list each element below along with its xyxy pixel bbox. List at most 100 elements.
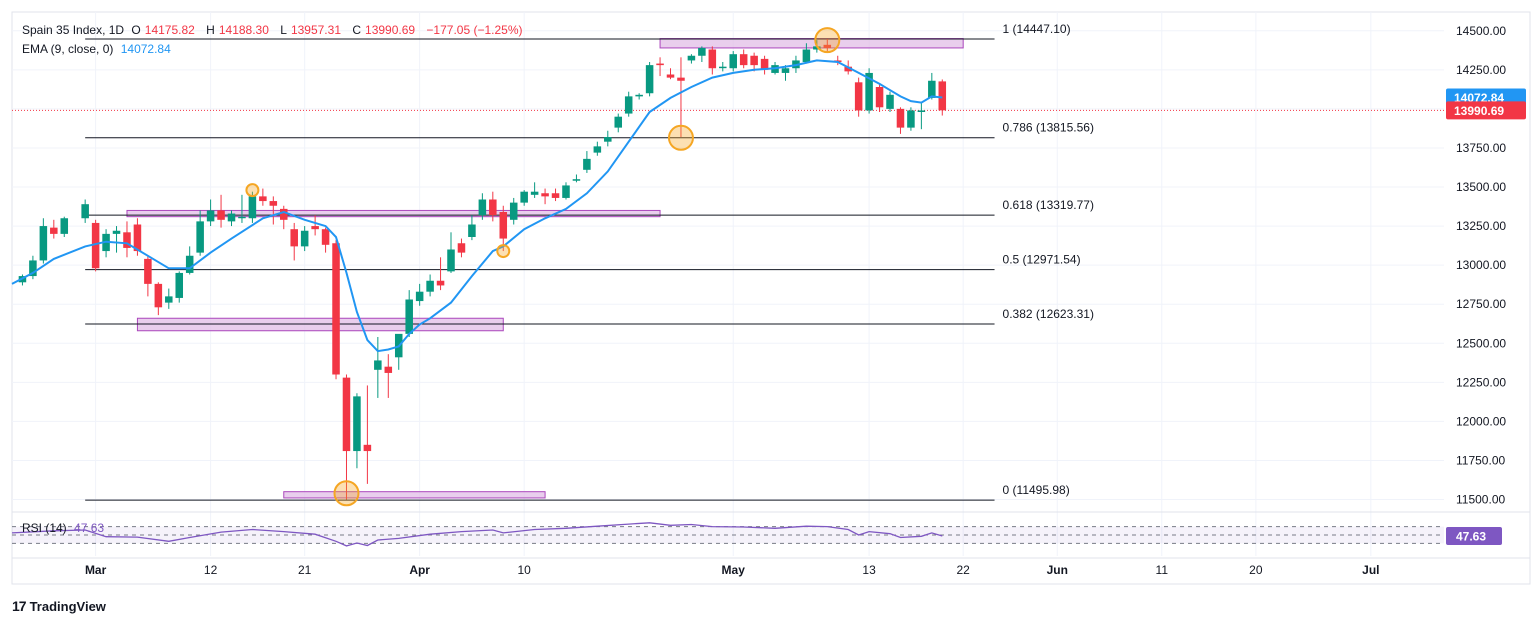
- price-axis-tick: 11500.00: [1456, 493, 1505, 507]
- candle-body: [499, 212, 508, 239]
- candle-body: [353, 396, 361, 452]
- price-axis-tick: 14250.00: [1456, 63, 1506, 77]
- chart-frame: [11, 11, 1531, 585]
- time-axis-tick: 20: [1249, 563, 1263, 577]
- fib-level-label: 0.618 (13319.77): [1003, 198, 1094, 212]
- candle-body: [415, 291, 424, 302]
- candle-body: [530, 191, 539, 195]
- time-axis-tick: 22: [957, 563, 971, 577]
- candle-body: [269, 201, 278, 206]
- candle-body: [604, 137, 612, 142]
- candle-body: [91, 222, 100, 269]
- fib-level-label: 1 (14447.10): [1003, 22, 1071, 36]
- candle-body: [384, 366, 393, 373]
- candle-body: [656, 63, 664, 66]
- time-axis-tick: Mar: [85, 563, 107, 577]
- candle-body: [509, 202, 518, 220]
- candle-body: [698, 47, 706, 56]
- candle-body: [708, 49, 717, 69]
- price-tag-label: 13990.69: [1454, 104, 1504, 118]
- ema-label: EMA (9, close, 0): [22, 42, 114, 56]
- price-axis-tick: 12500.00: [1456, 336, 1506, 350]
- candle-body: [405, 299, 413, 334]
- candle-body: [185, 255, 194, 273]
- price-tag: [1446, 101, 1526, 120]
- candle-body: [60, 218, 69, 234]
- price-axis-tick: 12000.00: [1456, 414, 1506, 428]
- candle-body: [227, 213, 236, 222]
- time-axis-tick: 10: [517, 563, 531, 577]
- ema-line: [11, 59, 943, 353]
- candle-body: [750, 55, 758, 66]
- tradingview-logo-text: TradingView: [29, 598, 106, 614]
- candle-body: [635, 94, 643, 97]
- support-resistance-zone: [659, 38, 964, 49]
- candle-body: [311, 226, 319, 230]
- candle-body: [133, 224, 142, 252]
- candle-body: [572, 179, 581, 181]
- candle-body: [886, 94, 894, 109]
- candle-body: [823, 44, 832, 48]
- candle-body: [541, 193, 549, 197]
- ohlc-high: H 14188.30: [206, 23, 269, 37]
- rsi-legend[interactable]: RSI (14) 47.63: [22, 521, 108, 535]
- support-resistance-zone: [283, 491, 546, 499]
- candle-body: [687, 55, 696, 61]
- price-axis-tick: 13250.00: [1456, 219, 1506, 233]
- time-axis-tick: 21: [298, 563, 312, 577]
- candle-body: [520, 191, 528, 203]
- candle-body: [300, 230, 309, 247]
- candle-body: [468, 224, 476, 237]
- candle-body: [206, 210, 215, 222]
- candle-body: [29, 260, 37, 277]
- tradingview-logo[interactable]: 17 TradingView: [12, 598, 106, 614]
- rsi-value-tag: [1446, 526, 1502, 545]
- candle-body: [112, 230, 121, 234]
- candle-body: [729, 54, 737, 69]
- rsi-value: 47.63: [74, 521, 105, 535]
- price-axis-tick: 12750.00: [1456, 297, 1506, 311]
- rsi-label: RSI (14): [22, 521, 67, 535]
- candle-body: [478, 199, 487, 216]
- candle-body: [813, 46, 821, 50]
- candle-body: [938, 81, 947, 111]
- highlight-marker: [667, 124, 694, 151]
- candle-body: [645, 65, 654, 94]
- candle-body: [844, 66, 852, 72]
- time-axis-tick: 12: [204, 563, 218, 577]
- candle-body: [781, 68, 790, 73]
- price-axis-tick: 11750.00: [1456, 453, 1505, 467]
- ohlc-open: O 14175.82: [131, 23, 195, 37]
- ohlc-low: L 13957.31: [280, 23, 341, 37]
- price-axis-tick: 13000.00: [1456, 258, 1506, 272]
- candle-body: [875, 87, 884, 108]
- candle-body: [165, 296, 173, 303]
- candle-body: [760, 58, 769, 70]
- candle-body: [259, 196, 267, 202]
- highlight-marker: [496, 244, 511, 259]
- candle-body: [332, 243, 340, 375]
- ema-value: 14072.84: [120, 42, 171, 56]
- highlight-marker: [245, 183, 260, 198]
- symbol-legend: Spain 35 Index, 1D O 14175.82 H 14188.30 L…: [22, 23, 527, 37]
- price-axis-tick: 14500.00: [1456, 24, 1506, 38]
- candle-body: [374, 360, 382, 370]
- support-resistance-zone: [136, 317, 504, 332]
- fib-level-label: 0.786 (13815.56): [1003, 121, 1094, 135]
- ema-legend[interactable]: EMA (9, close, 0) 14072.84: [22, 42, 175, 56]
- time-axis-tick: 11: [1156, 563, 1169, 577]
- candle-body: [907, 110, 915, 128]
- candle-body: [81, 204, 89, 219]
- highlight-marker: [814, 27, 841, 54]
- candle-body: [238, 216, 246, 219]
- candle-body: [719, 66, 727, 69]
- candle-body: [854, 82, 863, 111]
- fib-level-label: 0.5 (12971.54): [1003, 253, 1081, 267]
- time-axis-tick: Jul: [1362, 563, 1379, 577]
- candle-body: [802, 49, 811, 62]
- candle-body: [217, 210, 225, 220]
- candle-body: [248, 196, 257, 219]
- symbol-title[interactable]: Spain 35 Index, 1D: [22, 23, 125, 37]
- candle-body: [280, 208, 288, 220]
